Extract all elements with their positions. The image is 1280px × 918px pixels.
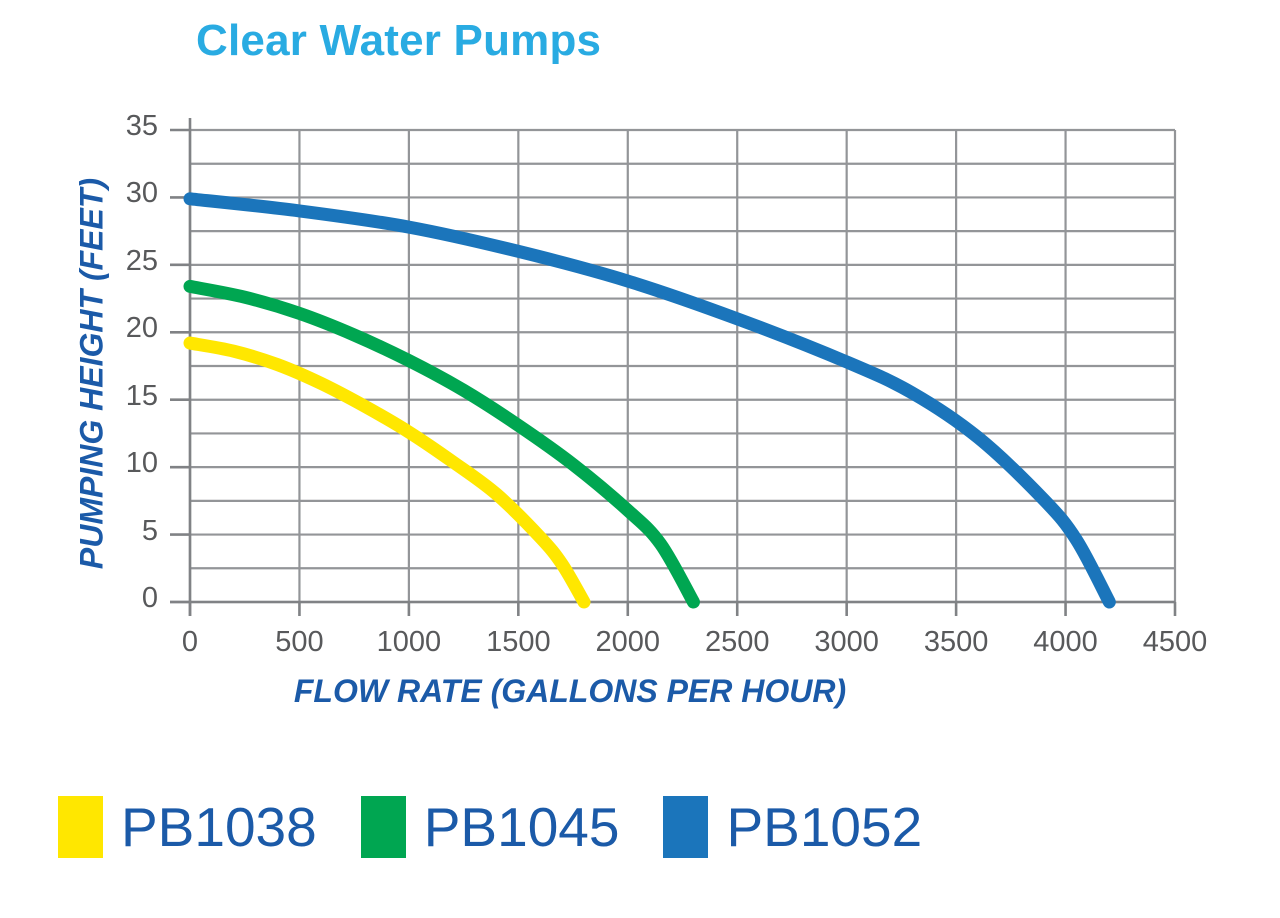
legend-swatch-pb1045 <box>360 796 406 858</box>
legend-item-pb1045[interactable]: PB1045 <box>360 795 620 858</box>
legend-swatch-pb1052 <box>663 796 709 858</box>
x-tick-label: 2500 <box>704 626 770 658</box>
x-axis-label: FLOW RATE (GALLONS PER HOUR) <box>293 673 847 709</box>
page-title: Clear Water Pumps <box>196 16 602 65</box>
gridlines <box>188 128 1177 604</box>
y-tick-label: 5 <box>141 514 158 547</box>
y-tick-label: 30 <box>125 177 158 210</box>
series-curves <box>183 192 1116 609</box>
x-tick-label: 500 <box>275 626 324 658</box>
y-tick-label: 15 <box>125 379 158 412</box>
y-tick-label: 35 <box>125 110 158 142</box>
legend-label-pb1045: PB1045 <box>423 795 620 858</box>
legend-label-pb1038: PB1038 <box>121 795 317 858</box>
x-tick-label: 1500 <box>486 626 551 658</box>
legend-swatch-pb1038 <box>58 796 103 858</box>
y-tick-label: 10 <box>125 447 158 480</box>
y-tick-label: 25 <box>125 244 158 277</box>
x-tick-label: 2000 <box>595 626 661 658</box>
x-tick-label: 4000 <box>1033 626 1098 658</box>
series-curve-pb1045 <box>183 279 700 609</box>
x-tick-label: 4500 <box>1142 626 1208 658</box>
legend-item-pb1038[interactable]: PB1038 <box>58 796 317 858</box>
y-tick-label: 20 <box>125 312 158 345</box>
axis-ticks <box>170 128 1177 616</box>
x-tick-label: 3500 <box>923 626 989 658</box>
legend-label-pb1052: PB1052 <box>726 795 923 858</box>
legend-item-pb1052[interactable]: PB1052 <box>663 796 922 858</box>
legend: PB1038 PB1045 PB1052 <box>58 782 1238 872</box>
series-curve-pb1052 <box>183 192 1116 609</box>
x-tick-label: 1000 <box>376 626 442 658</box>
series-curve-pb1038 <box>183 336 591 609</box>
x-tick-label: 3000 <box>814 626 879 658</box>
x-tick-label: 0 <box>181 626 199 658</box>
y-tick-label: 0 <box>141 582 158 614</box>
